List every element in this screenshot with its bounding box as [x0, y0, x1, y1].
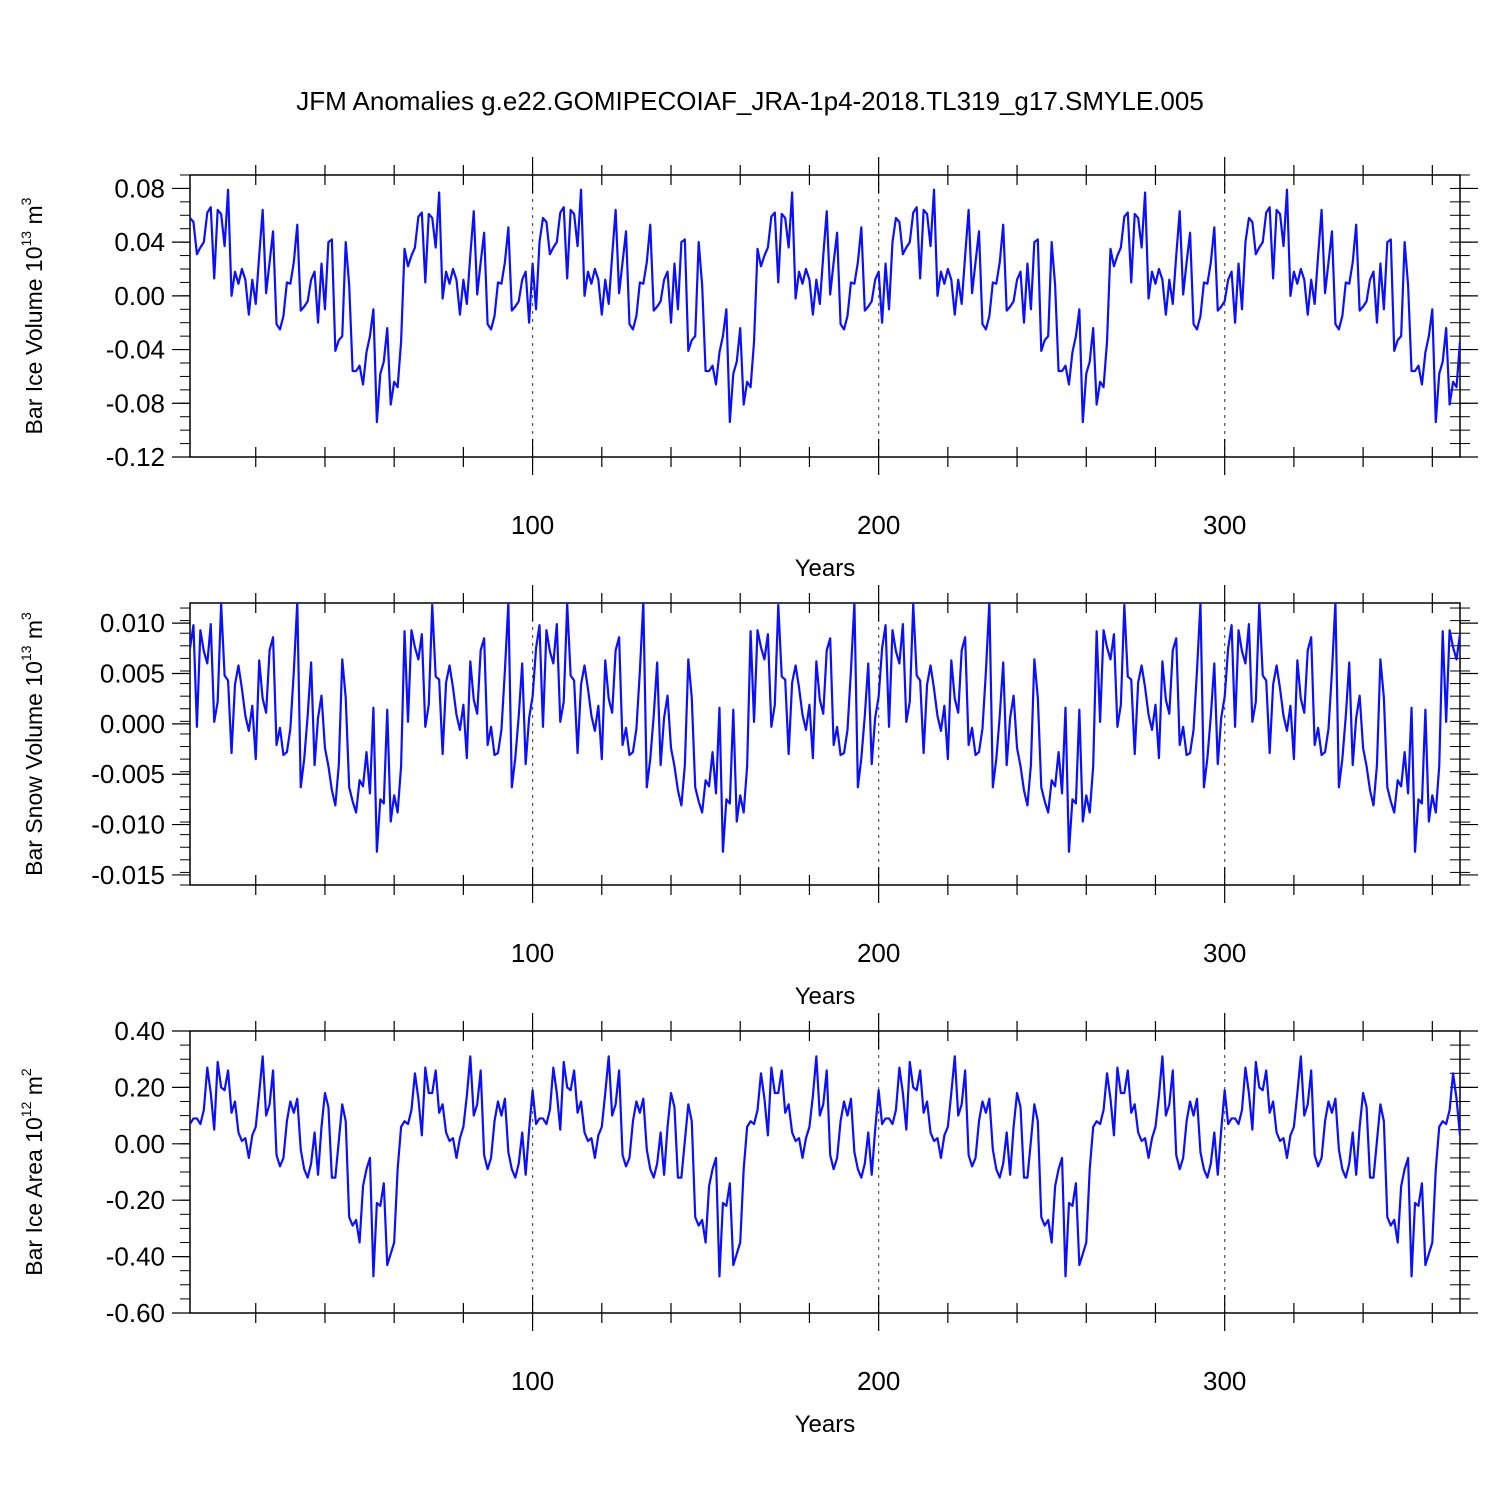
- y-tick-label: -0.20: [106, 1185, 165, 1215]
- y-tick-label: 0.005: [100, 659, 165, 689]
- y-tick-label: -0.04: [106, 335, 165, 365]
- x-tick-label: 300: [1203, 1366, 1246, 1396]
- y-tick-label: 0.000: [100, 709, 165, 739]
- x-axis-label: Years: [795, 983, 856, 1010]
- y-tick-label: 0.00: [114, 1129, 165, 1159]
- y-axis-label: Bar Snow Volume 1013 m3: [18, 612, 47, 876]
- series-line-ice-volume: [190, 188, 1460, 424]
- panel-ice-volume: 100 200 300 Years -0.12 -0.08 -0.04 0.00 0.04 0.0…: [18, 157, 1478, 582]
- panel-ice-area: 100 200 300 Years -0.60 -0.40 -0.20 0.00 0.20 0.4…: [18, 1013, 1478, 1438]
- y-tick-label: 0.20: [114, 1072, 165, 1102]
- y-tick-label: -0.005: [91, 759, 165, 789]
- x-axis-label: Years: [795, 555, 856, 582]
- x-tick-label: 200: [857, 1366, 900, 1396]
- y-tick-label: 0.40: [114, 1016, 165, 1046]
- x-tick-label: 100: [511, 510, 554, 540]
- y-axis-label: Bar Ice Volume 1013 m3: [18, 197, 47, 434]
- y-tick-label: 0.010: [100, 608, 165, 638]
- y-tick-label: 0.00: [114, 281, 165, 311]
- series-line-snow-volume: [190, 603, 1460, 853]
- plot-frame: [189, 602, 1461, 886]
- x-tick-label: 300: [1203, 510, 1246, 540]
- x-tick-label: 300: [1203, 938, 1246, 968]
- y-axis-label: Bar Ice Area 1012 m2: [18, 1068, 47, 1276]
- plot-frame: [189, 1030, 1461, 1314]
- y-tick-label: -0.015: [91, 860, 165, 890]
- plot-frame: [189, 174, 1461, 458]
- panel-snow-volume: 100 200 300 Years -0.015 -0.010 -0.005 0.000 0.0…: [18, 585, 1478, 1010]
- x-tick-label: 100: [511, 938, 554, 968]
- x-tick-label: 200: [857, 510, 900, 540]
- y-tick-label: 0.04: [114, 227, 165, 257]
- y-tick-label: -0.60: [106, 1298, 165, 1328]
- y-tick-label: 0.08: [114, 173, 165, 203]
- y-tick-label: -0.40: [106, 1242, 165, 1272]
- x-tick-label: 100: [511, 1366, 554, 1396]
- x-axis-label: Years: [795, 1411, 856, 1438]
- y-tick-label: -0.08: [106, 388, 165, 418]
- y-tick-label: -0.12: [106, 442, 165, 472]
- x-tick-label: 200: [857, 938, 900, 968]
- chart-title: JFM Anomalies g.e22.GOMIPECOIAF_JRA-1p4-…: [296, 86, 1204, 116]
- series-line-ice-area: [190, 1055, 1460, 1278]
- y-tick-label: -0.010: [91, 810, 165, 840]
